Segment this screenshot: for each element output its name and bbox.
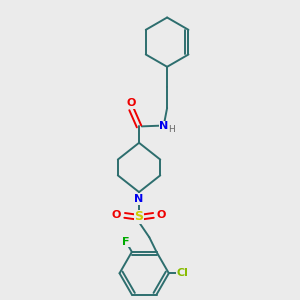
Text: N: N <box>134 194 144 204</box>
Text: H: H <box>168 124 175 134</box>
Text: O: O <box>127 98 136 108</box>
Text: F: F <box>122 236 130 247</box>
Text: Cl: Cl <box>177 268 188 278</box>
Text: O: O <box>112 210 121 220</box>
Text: S: S <box>134 210 143 223</box>
Text: O: O <box>157 210 166 220</box>
Text: N: N <box>159 122 169 131</box>
